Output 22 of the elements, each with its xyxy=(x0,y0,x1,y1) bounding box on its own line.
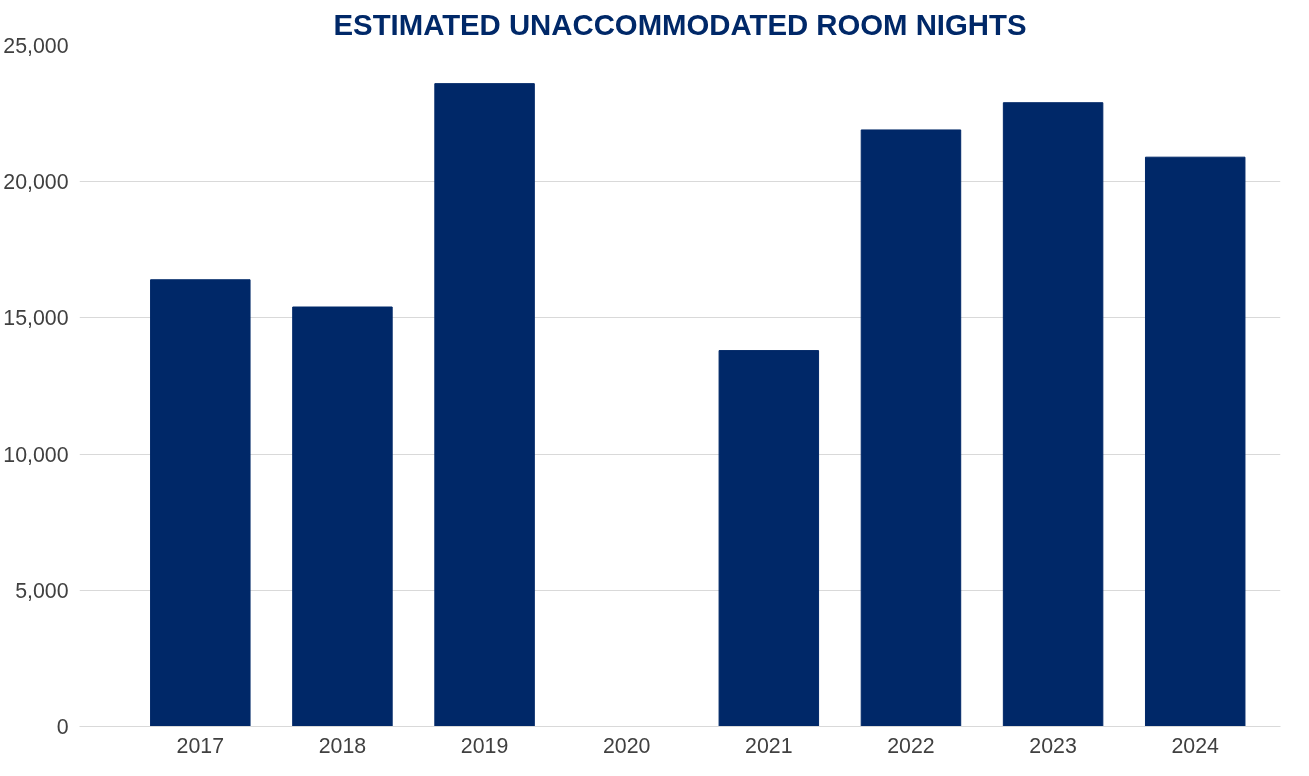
x-tick-label: 2018 xyxy=(318,733,367,758)
chart-title: ESTIMATED UNACCOMMODATED ROOM NIGHTS xyxy=(333,7,1027,41)
y-tick-label: 10,000 xyxy=(3,442,69,467)
x-tick-label: 2019 xyxy=(460,733,509,758)
y-tick-label: 20,000 xyxy=(3,170,69,195)
x-tick-label: 2023 xyxy=(1029,733,1077,758)
x-tick-label: 2021 xyxy=(745,733,793,758)
y-tick-label: 15,000 xyxy=(3,306,69,331)
y-tick-label: 5,000 xyxy=(15,578,69,603)
x-tick-label: 2020 xyxy=(602,733,651,758)
bar xyxy=(1144,156,1246,727)
bar xyxy=(150,279,251,727)
x-tick-label: 2024 xyxy=(1171,733,1220,758)
x-tick-label: 2017 xyxy=(176,733,225,758)
bar xyxy=(292,306,393,727)
x-tick-label: 2022 xyxy=(887,733,935,758)
bar xyxy=(860,129,962,727)
bar xyxy=(718,350,820,727)
y-tick-label: 0 xyxy=(56,715,69,739)
y-tick-label: 25,000 xyxy=(3,34,69,58)
bar xyxy=(1002,102,1104,727)
bar xyxy=(434,83,535,727)
